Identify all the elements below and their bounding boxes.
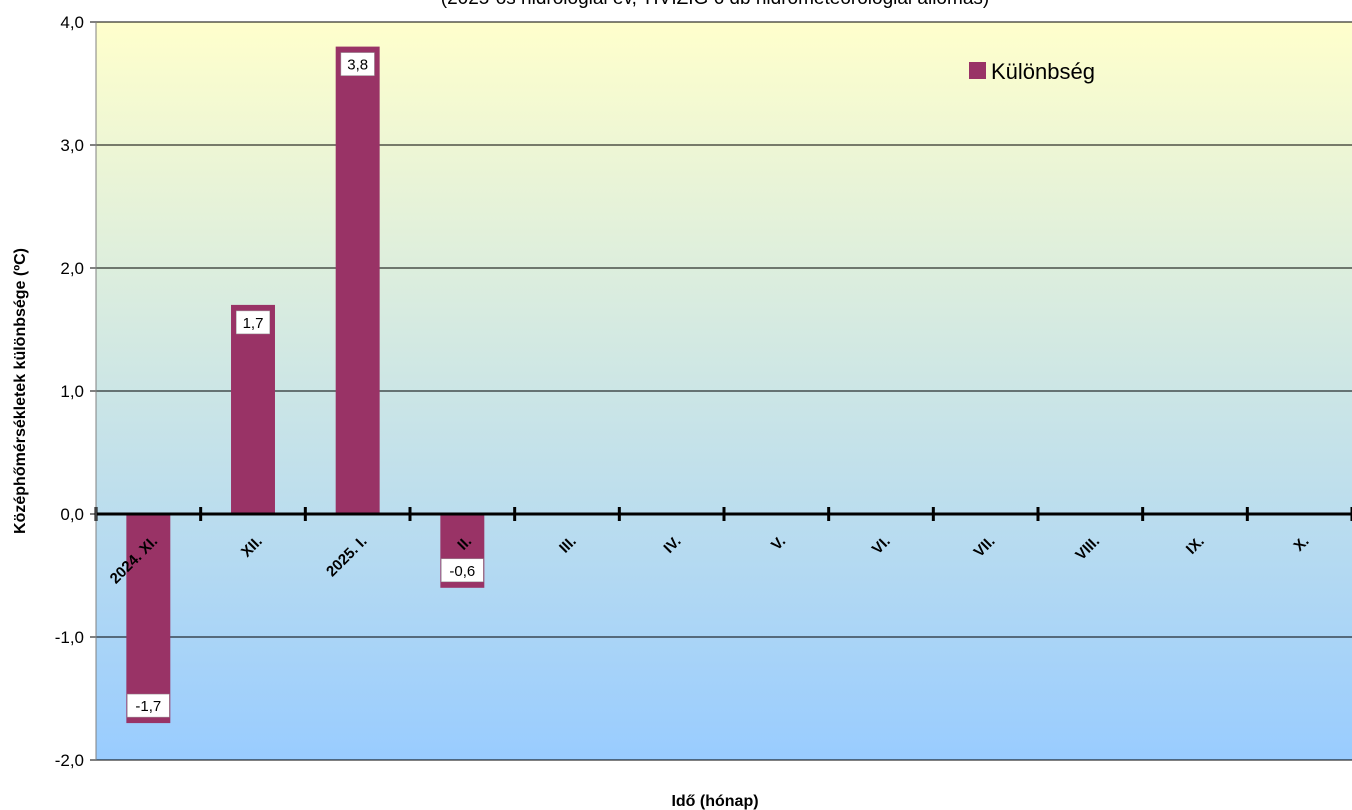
y-tick-label: -2,0 — [55, 751, 84, 770]
data-label: 3,8 — [347, 57, 368, 74]
data-label-box — [127, 693, 170, 718]
data-label: 1,7 — [243, 315, 264, 332]
bar — [335, 46, 380, 514]
y-tick-label: -1,0 — [55, 628, 84, 647]
legend-swatch — [969, 62, 986, 79]
y-tick-label: 3,0 — [60, 136, 84, 155]
bar — [126, 514, 171, 724]
data-labels: -1,7 1,7 3,8 -0,6 — [127, 52, 484, 718]
data-label-box — [340, 52, 375, 76]
y-axis-title: Középhőmérsékletek különbsége (ºC) — [12, 248, 29, 534]
y-axis-ticks: 4,0 3,0 2,0 1,0 0,0 -1,0 -2,0 — [55, 13, 96, 770]
data-label-box — [236, 310, 270, 335]
data-label: -1,7 — [135, 698, 161, 715]
data-label: -0,6 — [449, 563, 475, 580]
legend-label: Különbség — [991, 59, 1095, 84]
chart-subtitle: (2025-ös hidrológiai év, TIVIZIG 6 db hi… — [441, 0, 989, 9]
y-tick-label: 1,0 — [60, 382, 84, 401]
data-label-box — [441, 558, 484, 583]
y-tick-label: 2,0 — [60, 259, 84, 278]
y-tick-label: 4,0 — [60, 13, 84, 32]
y-tick-label: 0,0 — [60, 505, 84, 524]
legend: Különbség — [969, 59, 1095, 84]
x-axis-title: Idő (hónap) — [671, 793, 758, 810]
gridlines — [96, 21, 1352, 761]
bars — [126, 46, 485, 724]
bar — [231, 304, 275, 514]
